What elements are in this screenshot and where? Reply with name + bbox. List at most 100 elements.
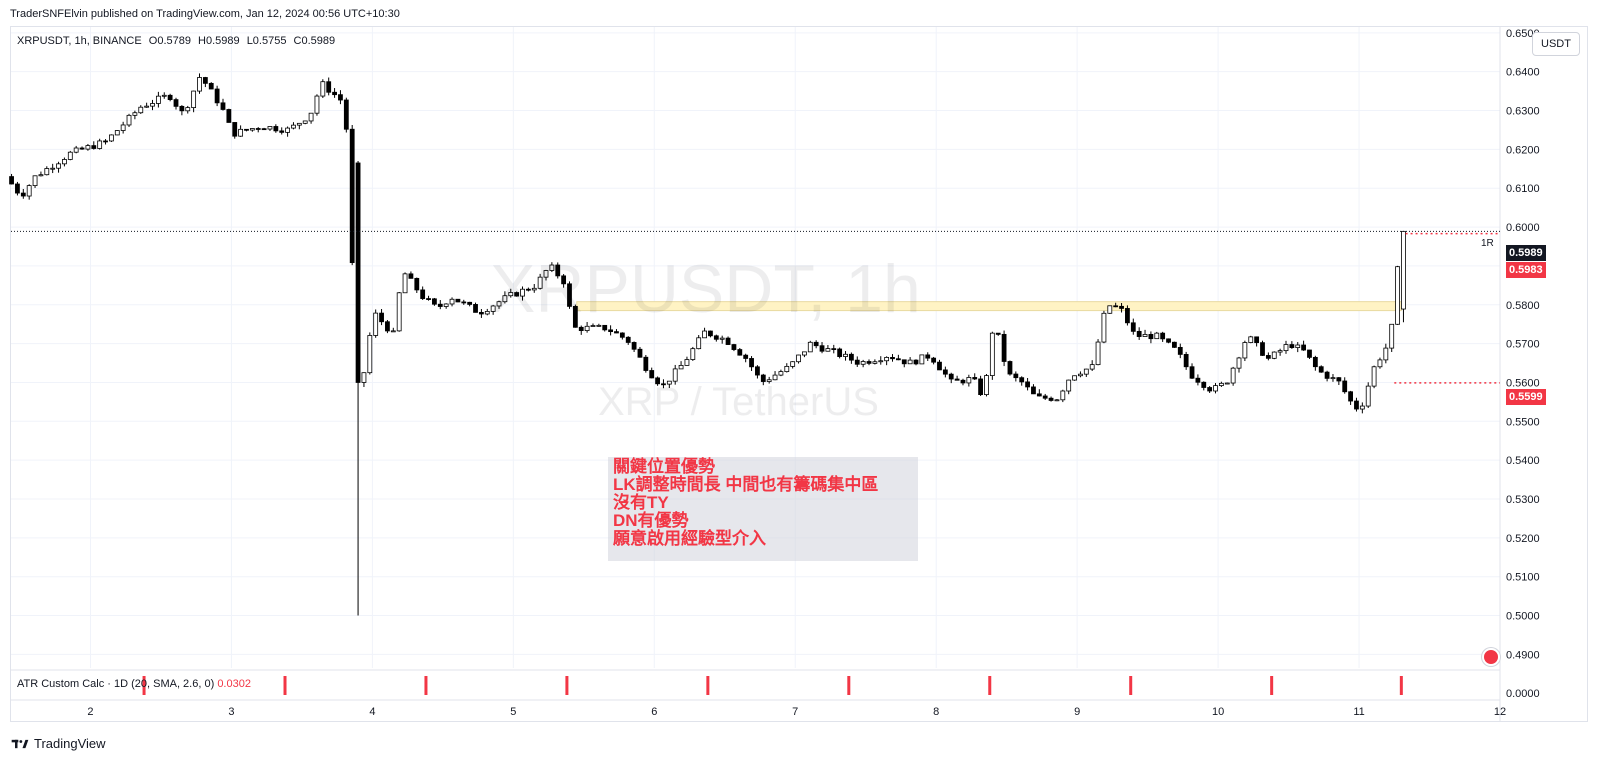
candle-body	[120, 124, 126, 131]
candle-body	[619, 332, 625, 338]
candle-body	[1354, 400, 1359, 410]
candle-body	[584, 325, 590, 331]
candle-body	[737, 349, 743, 356]
atr-marker	[1129, 676, 1133, 695]
candle-body	[1025, 381, 1030, 388]
candle-body	[185, 107, 191, 112]
candle-body	[1154, 332, 1160, 340]
candle-body	[1383, 347, 1389, 361]
candle-body	[484, 311, 490, 315]
candle-body	[637, 348, 643, 358]
candle-body	[578, 326, 584, 331]
candle-body	[1289, 344, 1295, 348]
candle-body	[1078, 373, 1083, 377]
candle-body	[666, 380, 672, 385]
candle-body	[843, 353, 848, 357]
atr-marker	[988, 676, 992, 695]
candle-body	[50, 167, 56, 170]
publish-info: TraderSNFElvin published on TradingView.…	[10, 8, 400, 20]
candle-body	[1318, 366, 1324, 373]
symbol-header[interactable]: XRPUSDT, 1h, BINANCE O0.5789 H0.5989 L0.…	[17, 35, 339, 47]
candle-body	[1072, 375, 1077, 381]
candle-body	[778, 371, 784, 376]
candle-body	[73, 147, 79, 153]
candle-body	[796, 354, 801, 363]
candle-body	[1136, 330, 1142, 337]
atr-marker	[142, 676, 146, 695]
candle-body	[813, 341, 819, 347]
us-flag-icon[interactable]	[1482, 648, 1500, 666]
symbol-label[interactable]: XRPUSDT, 1h, BINANCE	[17, 35, 142, 47]
candle-body	[972, 377, 978, 380]
candle-body	[948, 373, 954, 380]
candle-body	[26, 185, 32, 197]
candle-body	[602, 324, 608, 331]
candle-body	[1148, 334, 1154, 340]
tradingview-brand[interactable]: TradingView	[10, 736, 106, 751]
candle-body	[543, 270, 549, 278]
candle-body	[1295, 344, 1301, 348]
price-tick-label: 0.6400	[1506, 67, 1540, 79]
candle-body	[878, 360, 884, 363]
candle-body	[332, 91, 337, 96]
candle-body	[449, 298, 455, 305]
candle-body	[643, 356, 649, 371]
candle-body	[343, 99, 349, 130]
time-axis: 2 3 4 5 6 7 8 9 10 11 12	[87, 706, 1506, 718]
candle-body	[1395, 266, 1400, 325]
price-tick-label: 0.5300	[1506, 494, 1540, 506]
candle-body	[232, 122, 238, 137]
ohlc-open: O0.5789	[148, 35, 191, 47]
candle-body	[191, 90, 197, 109]
candle-body	[872, 361, 878, 364]
candle-body	[79, 147, 85, 150]
candle-body	[1142, 334, 1148, 337]
candle-body	[672, 368, 678, 382]
candle-body	[103, 140, 108, 143]
candle-body	[361, 372, 367, 383]
candle-body	[1066, 379, 1072, 392]
candles	[9, 73, 1406, 616]
tradingview-logo-icon	[11, 739, 29, 748]
candle-body	[919, 354, 925, 365]
candle-body	[1389, 323, 1395, 349]
candle-body	[925, 354, 931, 359]
candle-body	[1177, 346, 1183, 355]
candle-body	[91, 145, 97, 149]
currency-button[interactable]: USDT	[1532, 32, 1580, 56]
candle-body	[514, 292, 520, 297]
grid-lines	[11, 27, 1501, 722]
price-tick-label: 0.6200	[1506, 144, 1540, 156]
candle-body	[1377, 359, 1383, 368]
atr-tick-label: 0.0000	[1506, 688, 1540, 700]
candle-body	[62, 159, 67, 165]
note-line-5: 願意啟用經驗型介入	[613, 529, 766, 548]
price-tick-label: 0.6500	[1506, 28, 1540, 40]
candle-body	[884, 357, 890, 362]
candle-body	[1348, 391, 1353, 402]
candle-body	[890, 357, 895, 360]
candle-body	[443, 303, 449, 307]
candle-body	[355, 162, 361, 383]
candle-body	[1019, 377, 1025, 383]
candle-body	[9, 176, 14, 185]
atr-pane	[142, 676, 1403, 695]
candle-body	[144, 105, 150, 108]
candle-body	[1107, 305, 1113, 314]
annotation-note[interactable]: 關鍵位置優勢 LK調整時間長 中間也有籌碼集中區 沒有TY DN有優勢 願意啟用…	[608, 457, 918, 561]
atr-marker	[706, 676, 710, 695]
candle-body	[373, 312, 379, 336]
candle-body	[719, 337, 725, 340]
candle-body	[784, 365, 790, 373]
candle-body	[1401, 230, 1406, 310]
atr-indicator-label[interactable]: ATR Custom Calc · 1D (20, SMA, 2.6, 0) 0…	[17, 678, 251, 690]
candle-body	[308, 112, 314, 122]
candle-body	[1031, 386, 1036, 395]
price-tick-label: 0.5500	[1506, 416, 1540, 428]
candle-body	[1336, 377, 1342, 382]
candle-body	[743, 354, 749, 359]
candle-body	[1054, 399, 1060, 402]
candle-body	[978, 378, 983, 396]
brand-name: TradingView	[34, 736, 106, 751]
